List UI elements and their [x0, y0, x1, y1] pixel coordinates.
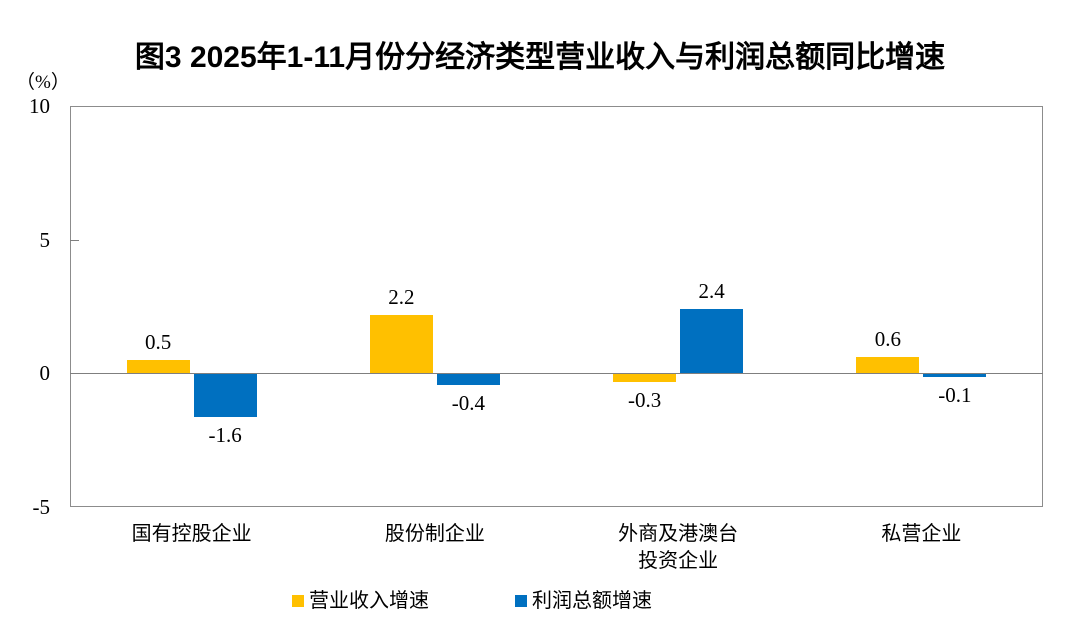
bar-value-label-revenue-2: -0.3 [628, 388, 662, 413]
legend-swatch-revenue [292, 595, 304, 607]
x-category-label-2: 外商及港澳台 投资企业 [618, 523, 739, 572]
legend-swatch-profit [515, 595, 527, 607]
zero-gridline [70, 373, 1043, 375]
y-axis-unit-label: （%） [16, 72, 70, 93]
y-tick-label-10: 10 [29, 94, 50, 118]
y-tick-label--5: -5 [32, 495, 51, 519]
legend-label-profit: 利润总额增速 [532, 590, 652, 612]
bar-profit-2 [680, 309, 744, 374]
legend-item-profit: 利润总额增速 [515, 589, 652, 613]
bar-value-label-profit-0: -1.6 [208, 423, 242, 448]
bar-revenue-0 [126, 359, 190, 374]
legend-label-revenue: 营业收入增速 [309, 590, 429, 612]
y-tick-mark-5 [70, 239, 79, 241]
y-tick-label-0: 0 [39, 361, 51, 386]
x-category-label-1: 股份制企业 [384, 523, 485, 545]
bar-revenue-2 [613, 374, 677, 383]
bar-value-label-revenue-0: 0.5 [145, 329, 172, 354]
bar-revenue-1 [369, 314, 433, 374]
bar-value-label-profit-2: 2.4 [698, 279, 725, 304]
bar-profit-1 [436, 374, 500, 386]
chart-title: 图3 2025年1-11月份分经济类型营业收入与利润总额同比增速 [134, 41, 946, 74]
legend: 营业收入增速 利润总额增速 [292, 589, 652, 613]
x-category-label-0: 国有控股企业 [131, 523, 252, 545]
x-category-label-3: 私营企业 [881, 523, 962, 545]
bar-profit-3 [923, 374, 987, 377]
plot-area [70, 106, 1043, 507]
bar-value-label-revenue-3: 0.6 [874, 327, 901, 352]
bar-profit-0 [193, 374, 257, 418]
y-tick-label-5: 5 [39, 227, 51, 252]
bar-value-label-profit-1: -0.4 [451, 391, 485, 416]
bar-value-label-profit-3: -0.1 [938, 383, 972, 407]
bar-revenue-3 [856, 357, 920, 374]
legend-item-revenue: 营业收入增速 [292, 589, 429, 613]
bar-value-label-revenue-1: 2.2 [388, 284, 415, 309]
